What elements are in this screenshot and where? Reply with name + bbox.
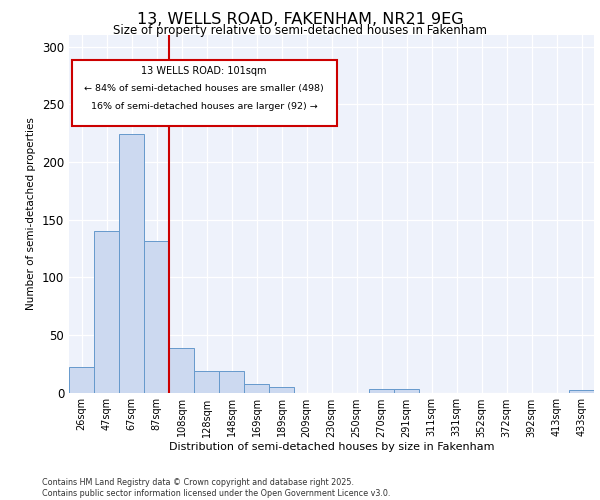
Bar xyxy=(94,231,119,392)
Bar xyxy=(219,370,244,392)
Bar xyxy=(69,367,94,392)
Bar xyxy=(119,134,144,392)
Bar xyxy=(144,242,169,392)
Text: 13, WELLS ROAD, FAKENHAM, NR21 9EG: 13, WELLS ROAD, FAKENHAM, NR21 9EG xyxy=(137,12,463,27)
FancyBboxPatch shape xyxy=(71,60,337,126)
Bar xyxy=(169,348,194,393)
Bar xyxy=(244,384,269,392)
Bar xyxy=(569,390,594,392)
Text: 13 WELLS ROAD: 101sqm: 13 WELLS ROAD: 101sqm xyxy=(142,66,267,76)
Bar xyxy=(394,389,419,392)
Text: Contains HM Land Registry data © Crown copyright and database right 2025.
Contai: Contains HM Land Registry data © Crown c… xyxy=(42,478,391,498)
X-axis label: Distribution of semi-detached houses by size in Fakenham: Distribution of semi-detached houses by … xyxy=(169,442,494,452)
Bar xyxy=(194,370,219,392)
Bar xyxy=(369,389,394,392)
Text: ← 84% of semi-detached houses are smaller (498): ← 84% of semi-detached houses are smalle… xyxy=(85,84,324,94)
Bar xyxy=(269,386,294,392)
Y-axis label: Number of semi-detached properties: Number of semi-detached properties xyxy=(26,118,37,310)
Text: Size of property relative to semi-detached houses in Fakenham: Size of property relative to semi-detach… xyxy=(113,24,487,37)
Text: 16% of semi-detached houses are larger (92) →: 16% of semi-detached houses are larger (… xyxy=(91,102,317,111)
